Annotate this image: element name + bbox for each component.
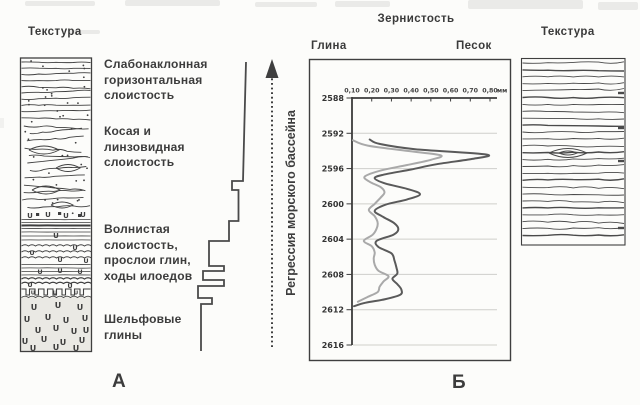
svg-text:U: U [71,327,78,336]
svg-text:U: U [24,315,31,324]
svg-text:U: U [82,314,89,323]
texture-column-right [520,57,626,246]
svg-text:U: U [45,313,52,322]
layer-label-cross-bedding: Косая и линзовидная слоистость [104,124,185,169]
layer-label-horizontal-bedding: Слабонаклонная горизонтальная слоистость [104,57,208,102]
x-tick-label: 0,10 [344,88,360,95]
svg-text:U: U [79,336,86,345]
x-tick-label: 0,80 [482,88,498,95]
svg-text:U: U [80,211,86,219]
svg-text:U: U [22,337,29,346]
svg-text:U: U [29,249,34,257]
regression-label: Регрессия морского бассейна [284,110,298,296]
svg-text:U: U [67,282,72,290]
x-tick-label: 0,60 [443,88,459,95]
svg-text:U: U [37,268,42,276]
texture-header-left: Текстура [28,26,82,38]
svg-text:U: U [73,344,80,353]
svg-text:U: U [83,326,90,335]
y-tick-label: 2596 [322,165,345,174]
grain-size-chart: 2588 2592 2596 2600 2604 2608 2612 2616 0,10 0,20… [308,58,512,362]
svg-text:U: U [83,257,88,265]
x-tick-label: 0,30 [384,88,400,95]
svg-text:U: U [45,211,51,219]
y-tick-label: 2608 [322,270,345,279]
svg-text:U: U [60,338,67,347]
y-tick-label: 2604 [322,235,345,244]
layer-label-shelf-clays: Шельфовые глины [104,312,182,342]
svg-text:U: U [35,326,42,335]
svg-text:U: U [27,281,32,289]
svg-text:U: U [53,324,60,333]
y-tick-label: 2592 [322,129,344,138]
panel-b-marker: Б [452,372,466,393]
curve-grain-size-coarse [353,138,491,308]
svg-text:U: U [41,335,48,344]
chart-label-clay: Глина [311,40,347,52]
regression-arrow [265,59,279,347]
svg-text:U: U [31,291,35,297]
y-tick-label: 2612 [322,306,344,315]
svg-text:U: U [27,212,33,220]
svg-text:U: U [57,256,62,264]
chart-label-sand: Песок [456,40,492,52]
svg-text:U: U [31,303,38,312]
svg-text:U: U [72,244,77,252]
svg-text:U: U [30,344,37,353]
texture-header-right: Текстура [541,26,595,38]
x-tick-label: 0,20 [364,88,380,95]
x-tick-label: 0,40 [403,88,419,95]
panel-a-marker: А [112,371,126,392]
chart-frame [308,58,512,362]
svg-text:U: U [77,268,82,276]
svg-text:U: U [55,301,62,310]
svg-text:U: U [74,291,78,297]
x-axis-unit: мм [497,88,507,95]
y-tick-label: 2616 [322,341,345,350]
svg-text:U: U [63,212,69,220]
svg-text:U: U [53,291,57,297]
y-tick-label: 2600 [322,200,345,209]
layer-label-wavy-bedding: Волнистая слоистость, прослои глин, ходы… [104,222,193,283]
x-tick-label: 0,50 [423,88,439,95]
scan-artifacts [0,0,638,128]
curve-grain-size-fine [352,139,443,303]
svg-text:U: U [77,303,84,312]
svg-text:U: U [57,267,62,275]
x-tick-label: 0,70 [463,88,479,95]
y-tick-label: 2588 [322,94,345,103]
svg-text:U: U [53,232,59,240]
stepped-grain-profile [197,61,247,351]
svg-text:U: U [63,316,70,325]
svg-text:U: U [53,343,60,352]
chart-title: Зернистость [377,13,455,25]
